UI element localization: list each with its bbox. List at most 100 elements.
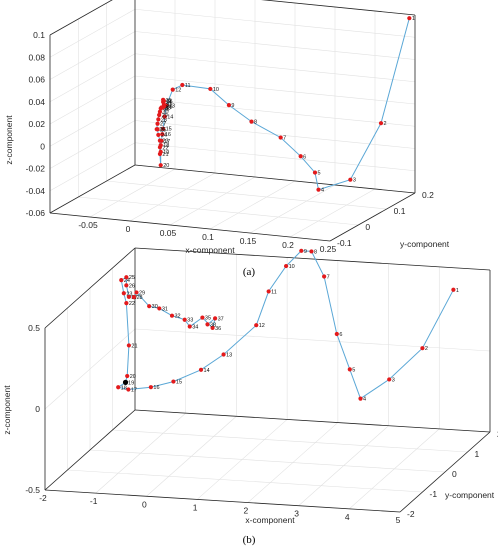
panel-a-point-marker bbox=[298, 154, 303, 159]
panel-b-point-marker bbox=[157, 306, 162, 311]
panel-a-gridline bbox=[49, 97, 136, 147]
panel-b-point-marker bbox=[420, 346, 425, 351]
panel-a-gridline bbox=[49, 8, 136, 58]
panel-a-point-label: 34 bbox=[166, 100, 172, 106]
panel-a-point-label: 30 bbox=[162, 110, 168, 116]
panel-b-point-marker bbox=[119, 278, 124, 283]
panel-a-point-marker bbox=[161, 126, 166, 131]
panel-a-point-marker bbox=[156, 132, 161, 138]
panel-a-box-edge bbox=[49, 0, 113, 36]
panel-a-ztick-label: 0.08 bbox=[28, 52, 45, 62]
panel-b-box-edge bbox=[399, 431, 491, 513]
panel-b-point-marker bbox=[347, 367, 352, 372]
panel-a-ztick-label: -0.04 bbox=[26, 186, 46, 196]
panel-b-point-label: 23 bbox=[126, 291, 132, 297]
panel-a-ztick-label: -0.02 bbox=[26, 164, 46, 174]
panel-a-point-label: 20 bbox=[163, 163, 169, 169]
panel-a-point-marker bbox=[312, 170, 318, 175]
panel-a-point-label: 31 bbox=[163, 106, 169, 112]
panel-a-point-marker bbox=[157, 138, 163, 143]
panel-b-point-marker bbox=[171, 379, 176, 384]
panel-a-point-marker bbox=[249, 119, 254, 124]
panel-a-box-edge bbox=[329, 192, 416, 242]
panel-a-point-label: 7 bbox=[283, 136, 286, 142]
panel-a-point-marker bbox=[161, 98, 167, 104]
panel-a-point-marker bbox=[378, 121, 384, 126]
panel-a-point-label: 14 bbox=[167, 115, 173, 121]
panel-b-gridline bbox=[89, 449, 446, 473]
panel-b-point-label: 3 bbox=[392, 377, 395, 383]
panel-a-ytick-label: 0 bbox=[365, 222, 370, 232]
panel-b-point-marker bbox=[309, 249, 314, 254]
panel-a-gridline bbox=[249, 184, 336, 234]
panel-b-point-label: 12 bbox=[259, 323, 265, 329]
panel-a-gridline bbox=[134, 75, 416, 105]
panel-a-ztick-label: 0.04 bbox=[28, 97, 45, 107]
panel-a-xtick-label: -0.05 bbox=[78, 220, 98, 230]
panel-b-point-marker bbox=[124, 275, 129, 280]
panel-a-point-label: 38 bbox=[166, 105, 172, 111]
panel-b-ztick-label: 0.5 bbox=[28, 323, 40, 333]
panel-b-point-marker bbox=[387, 377, 392, 382]
panel-a-xtick-label: 0 bbox=[126, 224, 131, 234]
panel-a-point-label: 37 bbox=[166, 102, 172, 108]
panel-b-grid bbox=[44, 247, 491, 513]
panel-b-point-marker bbox=[125, 373, 130, 379]
panel-b-point-label: 38 bbox=[210, 322, 216, 328]
panel-a-box-edge bbox=[260, 0, 416, 16]
panel-a-gridline bbox=[49, 31, 136, 80]
panel-a-gridline bbox=[49, 75, 136, 125]
panel-a-point-label: 12 bbox=[175, 88, 181, 94]
panel-a-ztick-label: 0.02 bbox=[28, 119, 45, 129]
panel-a-point-label: 23 bbox=[162, 139, 168, 145]
panel-a-point-marker bbox=[157, 145, 163, 150]
panel-b-point-label: 13 bbox=[226, 352, 232, 358]
panel-a-box-edge bbox=[49, 212, 331, 242]
panel-a-gridline bbox=[78, 196, 359, 226]
panel-b-point-marker bbox=[169, 313, 175, 318]
panel-b-point-label: 15 bbox=[176, 380, 182, 386]
panel-b-point-label: 8 bbox=[314, 249, 317, 255]
panel-a-point-marker bbox=[157, 112, 162, 118]
panel-a-point-marker bbox=[154, 127, 159, 132]
panel-a-gridline bbox=[49, 120, 136, 169]
panel-a-point-label: 3 bbox=[353, 178, 356, 184]
panel-a-z-axis-label: z-component bbox=[4, 115, 14, 165]
panel-a-point-label: 29 bbox=[162, 113, 168, 119]
panel-a-gridline bbox=[49, 53, 136, 103]
panel-a-point-marker bbox=[170, 87, 175, 92]
panel-a-point-marker bbox=[316, 187, 321, 192]
panel-a-point-label: 28 bbox=[161, 117, 167, 123]
panel-b-point-label: 36 bbox=[215, 326, 221, 332]
panel-b-point-label: 1 bbox=[456, 288, 459, 294]
panel-b-point-label: 29 bbox=[139, 290, 145, 296]
panel-a-point-label: 17 bbox=[164, 139, 170, 145]
panel-b-point-marker bbox=[205, 322, 210, 327]
panel-b-xtick-label: 4 bbox=[345, 512, 350, 522]
panel-a-gridline bbox=[134, 8, 416, 38]
panel-a-point-label: 32 bbox=[164, 105, 170, 111]
panel-b-xtick-label: 3 bbox=[294, 509, 299, 519]
panel-b-y-axis-label: y-component bbox=[445, 490, 495, 500]
panel-a-point-label: 13 bbox=[169, 104, 175, 110]
panel-b-point-label: 18 bbox=[121, 385, 127, 391]
panel-b-point-marker bbox=[182, 317, 187, 322]
panel-a-gridline bbox=[89, 168, 176, 218]
panel-a-box-edge bbox=[134, 164, 416, 194]
panel-a-point-label: 8 bbox=[254, 120, 257, 126]
panel-b-box-edge bbox=[44, 489, 401, 513]
panel-a-x-axis-label: x-component bbox=[185, 245, 235, 255]
panel-a-gridline bbox=[129, 172, 216, 222]
panel-a-point-marker bbox=[157, 109, 163, 114]
panel-a-point-marker bbox=[157, 151, 163, 157]
panel-b-point-label: 32 bbox=[175, 314, 181, 320]
panel-b-xtick-label: -2 bbox=[39, 493, 47, 503]
panel-a-point-label: 19 bbox=[163, 150, 169, 156]
panel-a-point-marker bbox=[278, 135, 283, 140]
panel-b-point-marker bbox=[116, 385, 121, 390]
panel-a-caption: (a) bbox=[243, 266, 256, 278]
panel-a-point-label: 2 bbox=[384, 121, 387, 127]
panel-b-point-marker bbox=[126, 343, 131, 348]
panel-b-point-marker bbox=[266, 289, 271, 294]
